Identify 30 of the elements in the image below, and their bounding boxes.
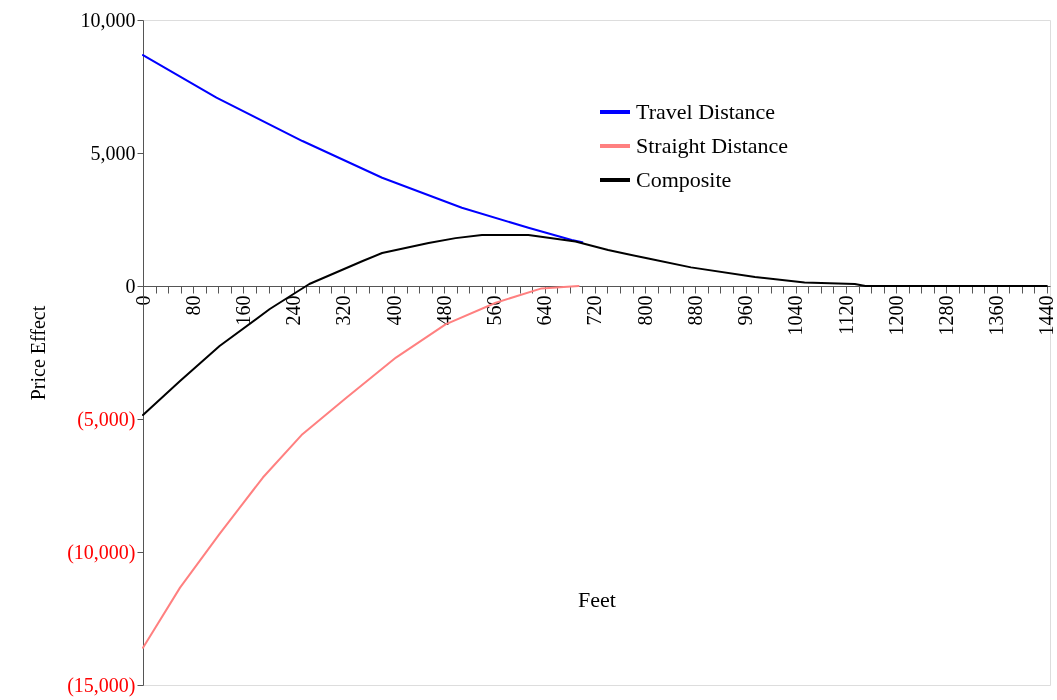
x-tick-label: 800 xyxy=(633,295,656,326)
x-tick-label: 720 xyxy=(583,295,606,326)
legend-label: Composite xyxy=(636,167,732,192)
x-tick-label: 320 xyxy=(332,295,355,326)
y-tick-label: 0 xyxy=(125,274,136,297)
x-tick-label: 1200 xyxy=(884,295,907,336)
x-tick-label: 560 xyxy=(483,295,505,326)
y-tick-label: (5,000) xyxy=(77,407,136,431)
x-tick-label: 1440 xyxy=(1035,295,1057,336)
x-tick-label: 1120 xyxy=(834,295,857,335)
y-tick-label: (15,000) xyxy=(67,673,136,697)
y-tick-label: 5,000 xyxy=(90,141,136,164)
x-tick-label: 880 xyxy=(683,295,706,326)
x-tick-label: 1280 xyxy=(934,295,957,336)
x-tick-label: 640 xyxy=(533,295,556,326)
legend-label: Travel Distance xyxy=(636,99,776,124)
x-tick-label: 160 xyxy=(231,295,254,326)
x-tick-label: 480 xyxy=(432,295,455,326)
x-tick-label: 1360 xyxy=(985,295,1008,336)
legend-label: Straight Distance xyxy=(636,133,789,158)
x-tick-label: 240 xyxy=(282,295,305,326)
x-tick-label: 960 xyxy=(734,295,757,326)
x-axis-title: Feet xyxy=(578,586,616,612)
y-axis-title: Price Effect xyxy=(27,305,50,401)
y-tick-label: 10,000 xyxy=(80,8,136,31)
y-tick-label: (10,000) xyxy=(67,540,136,564)
line-series xyxy=(142,54,584,244)
x-tick-label: 80 xyxy=(181,295,204,316)
x-tick-label: 1040 xyxy=(784,295,807,336)
x-tick-label: 400 xyxy=(382,295,405,326)
